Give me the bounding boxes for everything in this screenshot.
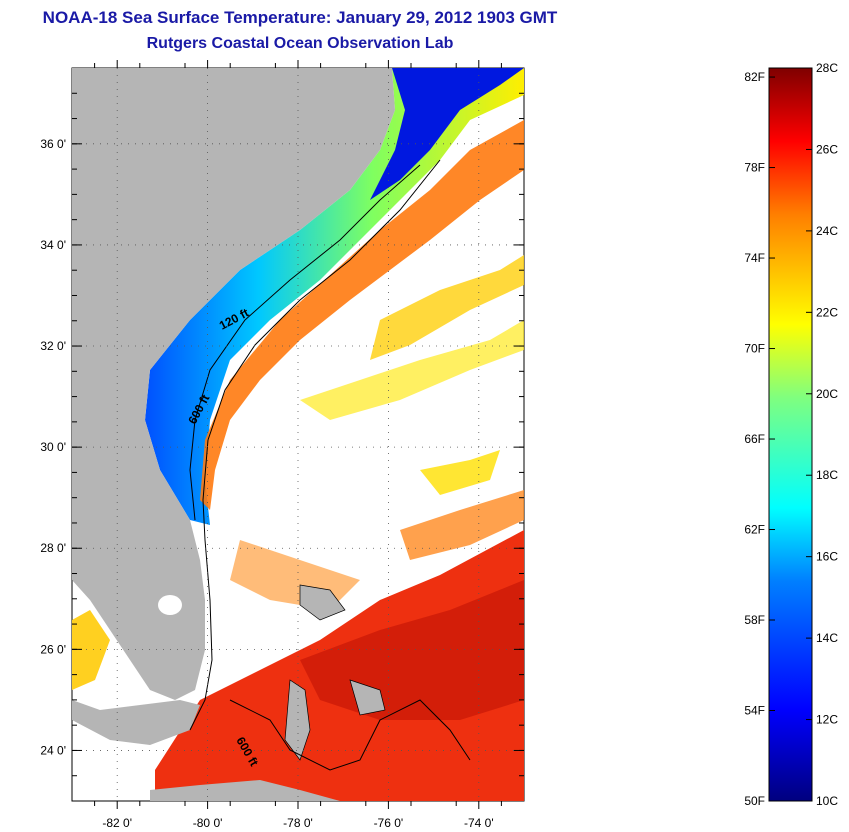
lat-label: 36 0' xyxy=(40,137,66,151)
colorbar xyxy=(768,67,813,802)
isobath-120ft xyxy=(189,164,421,521)
land-cuba xyxy=(150,780,340,801)
land-bahamas-2 xyxy=(299,584,346,621)
warm-east-strip xyxy=(400,490,524,560)
warm-filament-3 xyxy=(420,450,500,495)
celsius-label: 26C xyxy=(816,142,838,156)
land-bahamas-3 xyxy=(349,679,386,716)
fahrenheit-label: 70F xyxy=(744,342,765,356)
celsius-label: 12C xyxy=(816,713,838,727)
land-southeast-us xyxy=(72,68,395,700)
lat-label: 30 0' xyxy=(40,440,66,454)
lon-label: -76 0' xyxy=(374,816,404,830)
fahrenheit-label: 66F xyxy=(744,432,765,446)
warm-filament-2 xyxy=(300,320,524,420)
lat-label: 34 0' xyxy=(40,238,66,252)
very-cold-nearshore xyxy=(370,68,524,200)
celsius-label: 18C xyxy=(816,468,838,482)
celsius-label: 16C xyxy=(816,550,838,564)
celsius-label: 22C xyxy=(816,305,838,319)
fahrenheit-label: 74F xyxy=(744,251,765,265)
celsius-label: 14C xyxy=(816,631,838,645)
celsius-label: 28C xyxy=(816,61,838,75)
lat-label: 32 0' xyxy=(40,339,66,353)
colorbar-axes: 28C 26C 24C 22C 20C 18C 16C 14C 12C 10C 82F 78F 74F 7… xyxy=(744,61,838,808)
lake-okeechobee xyxy=(158,595,182,615)
lon-label: -80 0' xyxy=(193,816,223,830)
lat-label: 24 0' xyxy=(40,743,66,757)
coastal-cold-water xyxy=(145,68,524,525)
lon-label: -74 0' xyxy=(464,816,494,830)
map-axes: 36 0' 34 0' 32 0' 30 0' 28 0' 26 0' 24 0' -82 0… xyxy=(40,60,524,830)
lon-label: -78 0' xyxy=(283,816,313,830)
gulf-stream-north xyxy=(200,120,524,510)
lat-label: 28 0' xyxy=(40,541,66,555)
fahrenheit-label: 54F xyxy=(744,704,765,718)
lat-label: 26 0' xyxy=(40,642,66,656)
fahrenheit-label: 82F xyxy=(744,70,765,84)
celsius-label: 24C xyxy=(816,224,838,238)
warm-filament-1 xyxy=(370,255,524,360)
land-florida-keys xyxy=(72,700,200,745)
land-bahamas-1 xyxy=(284,679,311,761)
fahrenheit-label: 62F xyxy=(744,523,765,537)
map-subtitle: Rutgers Coastal Ocean Observation Lab xyxy=(146,35,454,52)
isobath-bahamas xyxy=(229,699,471,771)
celsius-label: 20C xyxy=(816,387,838,401)
lon-label: -82 0' xyxy=(102,816,132,830)
fahrenheit-label: 58F xyxy=(744,613,765,627)
celsius-label: 10C xyxy=(816,794,838,808)
map-title: NOAA-18 Sea Surface Temperature: January… xyxy=(42,8,558,27)
fahrenheit-label: 50F xyxy=(744,794,765,808)
fahrenheit-label: 78F xyxy=(744,161,765,175)
gulf-warm-patch xyxy=(72,610,110,690)
